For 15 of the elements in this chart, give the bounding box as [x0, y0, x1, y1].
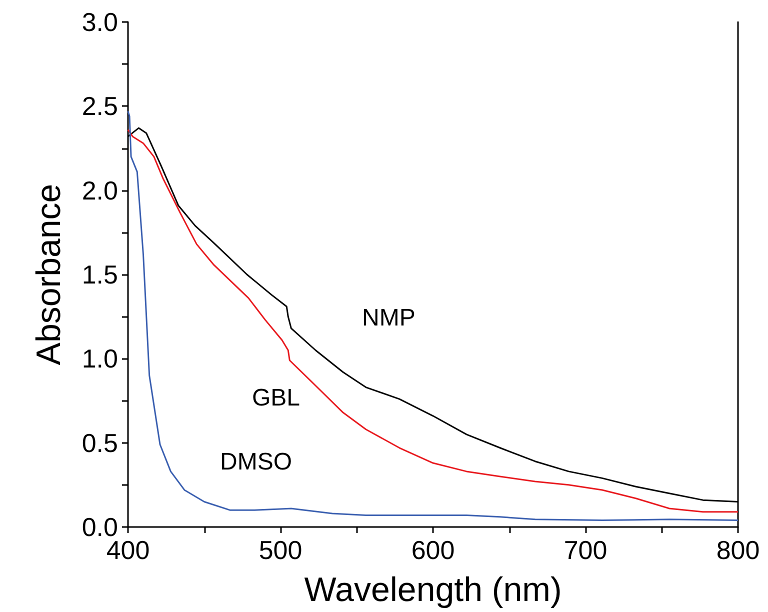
- annotation: NMP: [362, 304, 416, 332]
- y-tick-label: 2.5: [82, 91, 118, 122]
- x-tick-label: 800: [716, 535, 760, 565]
- annotation: GBL: [252, 384, 300, 412]
- x-axis-title: Wavelength (nm): [304, 571, 562, 609]
- y-tick-label: 1.0: [82, 344, 118, 374]
- y-tick-label: 2.0: [82, 175, 118, 206]
- x-tick-label: 600: [411, 535, 455, 565]
- annotation: DMSO: [220, 448, 292, 476]
- y-tick-label: 3.0: [82, 7, 118, 37]
- x-tick-label: 700: [564, 535, 608, 565]
- y-tick-label: 0.5: [82, 428, 118, 458]
- x-tick-label: 500: [258, 535, 302, 565]
- y-axis-title: Absorbance: [30, 184, 68, 366]
- y-tick-label: 1.5: [82, 260, 118, 290]
